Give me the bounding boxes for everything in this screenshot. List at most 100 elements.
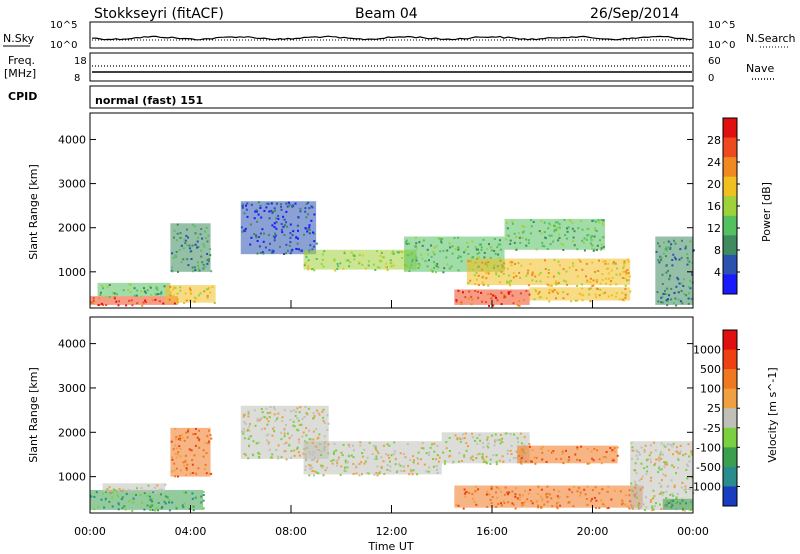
echo-speckle — [488, 304, 490, 307]
echo-speckle — [574, 299, 577, 302]
echo-speckle — [284, 450, 287, 453]
echo-speckle — [666, 485, 669, 488]
echo-speckle — [202, 243, 205, 246]
echo-speckle — [601, 488, 604, 490]
echo-speckle — [105, 295, 107, 298]
echo-speckle — [382, 460, 385, 463]
echo-speckle — [140, 290, 143, 293]
echo-speckle — [463, 251, 466, 254]
echo-speckle — [128, 500, 131, 503]
echo-speckle — [268, 249, 271, 252]
echo-speckle — [105, 304, 108, 306]
echo-speckle — [435, 271, 437, 274]
echo-speckle — [313, 415, 316, 417]
echo-speckle — [655, 502, 657, 505]
echo-region-fill — [240, 201, 317, 255]
echo-speckle — [557, 497, 560, 500]
echo-speckle — [611, 459, 614, 462]
echo-speckle — [674, 258, 677, 261]
echo-speckle — [527, 284, 530, 287]
echo-speckle — [289, 252, 292, 255]
echo-speckle — [149, 286, 152, 289]
echo-speckle — [493, 249, 496, 252]
echo-speckle — [346, 461, 349, 464]
echo-speckle — [683, 488, 686, 491]
echo-speckle — [566, 283, 569, 286]
echo-speckle — [204, 265, 207, 268]
echo-speckle — [132, 501, 135, 504]
y-tick-label: 3000 — [58, 178, 86, 191]
echo-speckle — [207, 260, 210, 263]
echo-speckle — [195, 427, 197, 430]
echo-speckle — [540, 506, 542, 509]
echo-speckle — [364, 267, 367, 270]
echo-speckle — [276, 202, 278, 205]
echo-speckle — [377, 452, 380, 455]
echo-speckle — [467, 445, 469, 448]
echo-speckle — [591, 247, 593, 250]
echo-speckle — [363, 448, 366, 451]
echo-speckle — [690, 297, 693, 300]
echo-speckle — [281, 231, 284, 234]
echo-speckle — [585, 275, 587, 278]
echo-speckle — [545, 297, 548, 300]
echo-speckle — [579, 260, 582, 263]
echo-speckle — [320, 263, 323, 266]
echo-speckle — [531, 279, 534, 282]
echo-speckle — [657, 259, 660, 262]
echo-speckle — [557, 282, 560, 284]
echo-speckle — [257, 201, 260, 204]
echo-speckle — [171, 501, 174, 504]
echo-speckle — [151, 500, 153, 503]
echo-speckle — [586, 462, 589, 465]
echo-speckle — [268, 448, 271, 451]
echo-speckle — [650, 499, 653, 501]
echo-speckle — [546, 248, 549, 250]
echo-speckle — [535, 456, 538, 459]
echo-speckle — [296, 447, 299, 450]
echo-speckle — [676, 276, 679, 279]
echo-speckle — [497, 253, 500, 256]
echo-speckle — [393, 441, 396, 444]
echo-speckle — [111, 291, 114, 294]
echo-speckle — [154, 509, 157, 512]
echo-speckle — [605, 282, 608, 285]
echo-speckle — [478, 452, 481, 455]
echo-speckle — [244, 229, 247, 232]
echo-speckle — [607, 267, 609, 270]
echo-speckle — [281, 420, 284, 423]
echo-speckle — [492, 304, 495, 307]
echo-speckle — [519, 276, 522, 279]
echo-speckle — [610, 269, 613, 272]
echo-speckle — [284, 224, 286, 226]
echo-speckle — [408, 270, 411, 272]
echo-speckle — [508, 280, 511, 283]
echo-speckle — [513, 232, 516, 235]
echo-speckle — [477, 488, 480, 491]
echo-speckle — [164, 483, 167, 486]
echo-speckle — [324, 469, 327, 472]
echo-speckle — [531, 272, 534, 275]
echo-speckle — [296, 407, 299, 410]
echo-speckle — [494, 252, 497, 255]
echo-speckle — [553, 225, 556, 227]
echo-speckle — [183, 439, 186, 442]
echo-speckle — [660, 484, 663, 487]
echo-speckle — [150, 293, 153, 296]
echo-speckle — [284, 252, 287, 255]
echo-speckle — [442, 451, 445, 454]
echo-speckle — [312, 450, 315, 453]
echo-speckle — [115, 300, 118, 303]
echo-speckle — [675, 446, 678, 449]
echo-speckle — [655, 458, 658, 461]
echo-speckle — [666, 463, 669, 466]
echo-speckle — [485, 461, 488, 464]
echo-speckle — [636, 496, 638, 499]
power-echo-region — [165, 285, 216, 304]
colorbar-tick-label: 25 — [707, 402, 721, 415]
echo-speckle — [572, 236, 575, 239]
echo-speckle — [675, 285, 678, 288]
echo-speckle — [514, 507, 517, 510]
echo-speckle — [408, 242, 410, 245]
